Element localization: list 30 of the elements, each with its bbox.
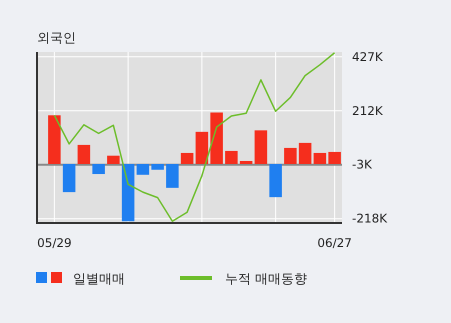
bar (196, 132, 208, 164)
bar (254, 130, 268, 164)
bar (136, 164, 150, 175)
legend-label: 누적 매매동향 (225, 272, 308, 287)
bar (78, 144, 90, 164)
y-tick-label: -218K (352, 212, 388, 226)
bar (284, 148, 297, 164)
bar (48, 115, 61, 164)
bar (240, 160, 252, 164)
bar (107, 156, 120, 164)
y-tick-label: 427K (352, 50, 384, 64)
bar (298, 142, 312, 164)
bar (166, 164, 179, 188)
y-tick-label: -3K (352, 158, 373, 172)
bar (314, 152, 326, 164)
line-series (54, 52, 336, 222)
bar (92, 164, 105, 174)
bar (210, 112, 223, 164)
x-tick-label: 05/29 (37, 236, 72, 250)
y-tick-label: 212K (352, 104, 384, 118)
x-tick-label: 06/27 (317, 236, 352, 250)
legend-label: 일별매매 (73, 272, 125, 287)
bar (122, 164, 134, 222)
bar (62, 164, 76, 192)
bar (269, 164, 282, 198)
bar (180, 152, 194, 164)
chart-title: 외국인 (37, 31, 76, 46)
bar (225, 150, 238, 164)
bar (151, 164, 164, 170)
bar (328, 152, 341, 164)
